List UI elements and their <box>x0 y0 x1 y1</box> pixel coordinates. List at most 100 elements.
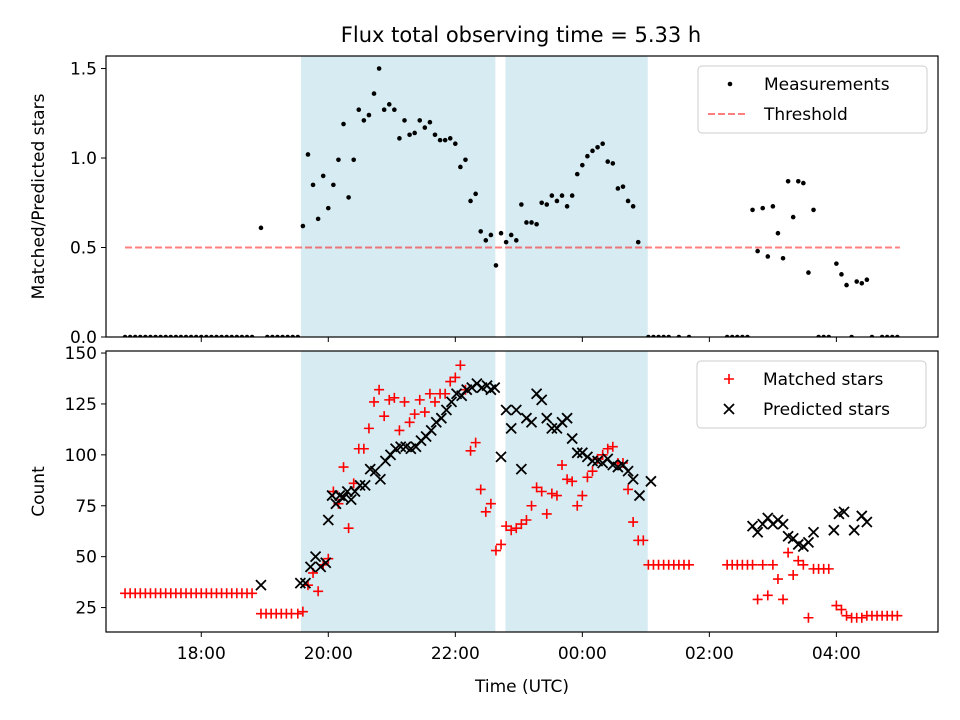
measurement-point-41 <box>336 157 341 163</box>
measurement-point-44 <box>351 157 356 163</box>
measurement-point-123 <box>801 180 806 186</box>
measurement-point-125 <box>811 207 816 213</box>
measurement-point-54 <box>402 118 407 123</box>
measurement-point-40 <box>331 182 336 188</box>
matched-point-65 <box>455 360 466 371</box>
y-tick-label-2: 75 <box>75 497 97 517</box>
matched-point-137 <box>856 612 867 623</box>
matched-point-82 <box>541 508 552 519</box>
measurement-point-117 <box>770 204 776 209</box>
measurement-point-78 <box>524 220 529 225</box>
measurement-point-48 <box>371 91 377 96</box>
measurement-point-76 <box>513 238 519 243</box>
legend-label-0: Matched stars <box>763 370 883 390</box>
x-axis-label: Time (UTC) <box>474 677 569 697</box>
measurement-point-91 <box>590 148 595 154</box>
matched-point-57 <box>414 394 425 405</box>
predicted-point-15 <box>354 479 366 492</box>
plot-area <box>122 66 900 337</box>
measurement-point-84 <box>554 198 560 204</box>
measurement-point-68 <box>473 191 478 197</box>
measurement-point-42 <box>341 121 346 127</box>
measurement-point-83 <box>549 193 555 198</box>
measurement-point-63 <box>447 136 453 141</box>
measurement-point-124 <box>806 270 811 275</box>
measurement-point-85 <box>559 193 565 198</box>
measurement-point-35 <box>305 152 311 157</box>
measurement-point-38 <box>320 173 326 179</box>
measurement-point-39 <box>325 205 331 211</box>
matched-point-80 <box>531 482 542 493</box>
predicted-point-33 <box>445 396 458 408</box>
matched-point-53 <box>394 425 405 436</box>
matched-point-56 <box>409 409 420 420</box>
matched-point-110 <box>684 559 695 570</box>
matched-point-51 <box>384 394 395 405</box>
predicted-point-47 <box>515 463 528 475</box>
matched-point-47 <box>363 423 374 434</box>
predicted-point-4 <box>309 551 322 563</box>
predicted-point-90 <box>861 516 873 528</box>
measurement-point-67 <box>468 198 473 204</box>
predicted-point-45 <box>505 422 517 435</box>
matched-point-124 <box>788 569 799 580</box>
matched-point-75 <box>506 525 517 536</box>
matched-point-127 <box>803 612 814 623</box>
predicted-point-3 <box>304 561 317 573</box>
measurement-point-52 <box>392 107 397 112</box>
matched-point-43 <box>343 523 354 534</box>
matched-point-79 <box>526 500 537 511</box>
measurement-point-97 <box>620 184 626 189</box>
matched-point-101 <box>638 535 649 546</box>
measurement-point-116 <box>765 254 771 259</box>
predicted-point-71 <box>645 475 657 487</box>
matched-point-70 <box>480 506 491 517</box>
legend: Matched stars Predicted stars <box>696 360 927 429</box>
predicted-point-70 <box>633 489 646 502</box>
x-tick-label-4: 02:00 <box>685 644 734 664</box>
matched-point-91 <box>587 466 598 477</box>
measurement-point-98 <box>625 198 631 204</box>
measurement-point-88 <box>574 171 580 177</box>
predicted-point-56 <box>561 412 573 424</box>
predicted-point-6 <box>320 557 332 569</box>
measurement-point-43 <box>346 195 351 200</box>
x-tick-label-3: 00:00 <box>558 644 607 664</box>
predicted-point-61 <box>586 455 599 467</box>
measurement-point-89 <box>580 162 585 168</box>
predicted-point-52 <box>541 412 553 424</box>
shaded-span-1 <box>505 351 648 632</box>
measurement-point-99 <box>630 204 636 209</box>
matched-point-83 <box>546 488 557 499</box>
predicted-point-1 <box>294 577 306 589</box>
matched-point-131 <box>823 563 834 574</box>
matched-point-118 <box>757 559 768 570</box>
measurement-point-95 <box>610 161 616 166</box>
axes-frame <box>105 55 939 338</box>
matched-point-116 <box>747 559 758 570</box>
matched-point-78 <box>521 515 532 526</box>
measurement-point-79 <box>529 220 534 225</box>
plot-area <box>120 360 903 623</box>
count-panel: 25 50 75 100 125 150 18:00 20:00 22:00 00:00 02:00… <box>29 344 939 697</box>
measurement-point-47 <box>366 112 372 118</box>
measurement-point-61 <box>437 137 443 143</box>
measurement-point-81 <box>539 200 544 206</box>
matched-point-72 <box>490 545 501 556</box>
measurement-point-55 <box>407 132 412 138</box>
matched-point-81 <box>536 486 547 497</box>
legend-marker-measurements <box>727 81 733 87</box>
matched-point-86 <box>562 474 573 485</box>
matched-point-63 <box>445 376 456 387</box>
measurement-point-65 <box>458 164 463 170</box>
y-tick-label-5: 150 <box>65 344 97 364</box>
figure-title: Flux total observing time = 5.33 h <box>341 23 701 47</box>
legend-label-1: Predicted stars <box>763 400 890 420</box>
matched-point-39 <box>323 553 334 564</box>
y-tick-label-0: 25 <box>75 599 97 619</box>
measurement-point-53 <box>397 136 402 141</box>
measurement-point-58 <box>422 125 428 130</box>
measurement-point-129 <box>834 261 839 266</box>
predicted-point-7 <box>322 514 334 526</box>
shaded-span-1 <box>505 56 648 337</box>
